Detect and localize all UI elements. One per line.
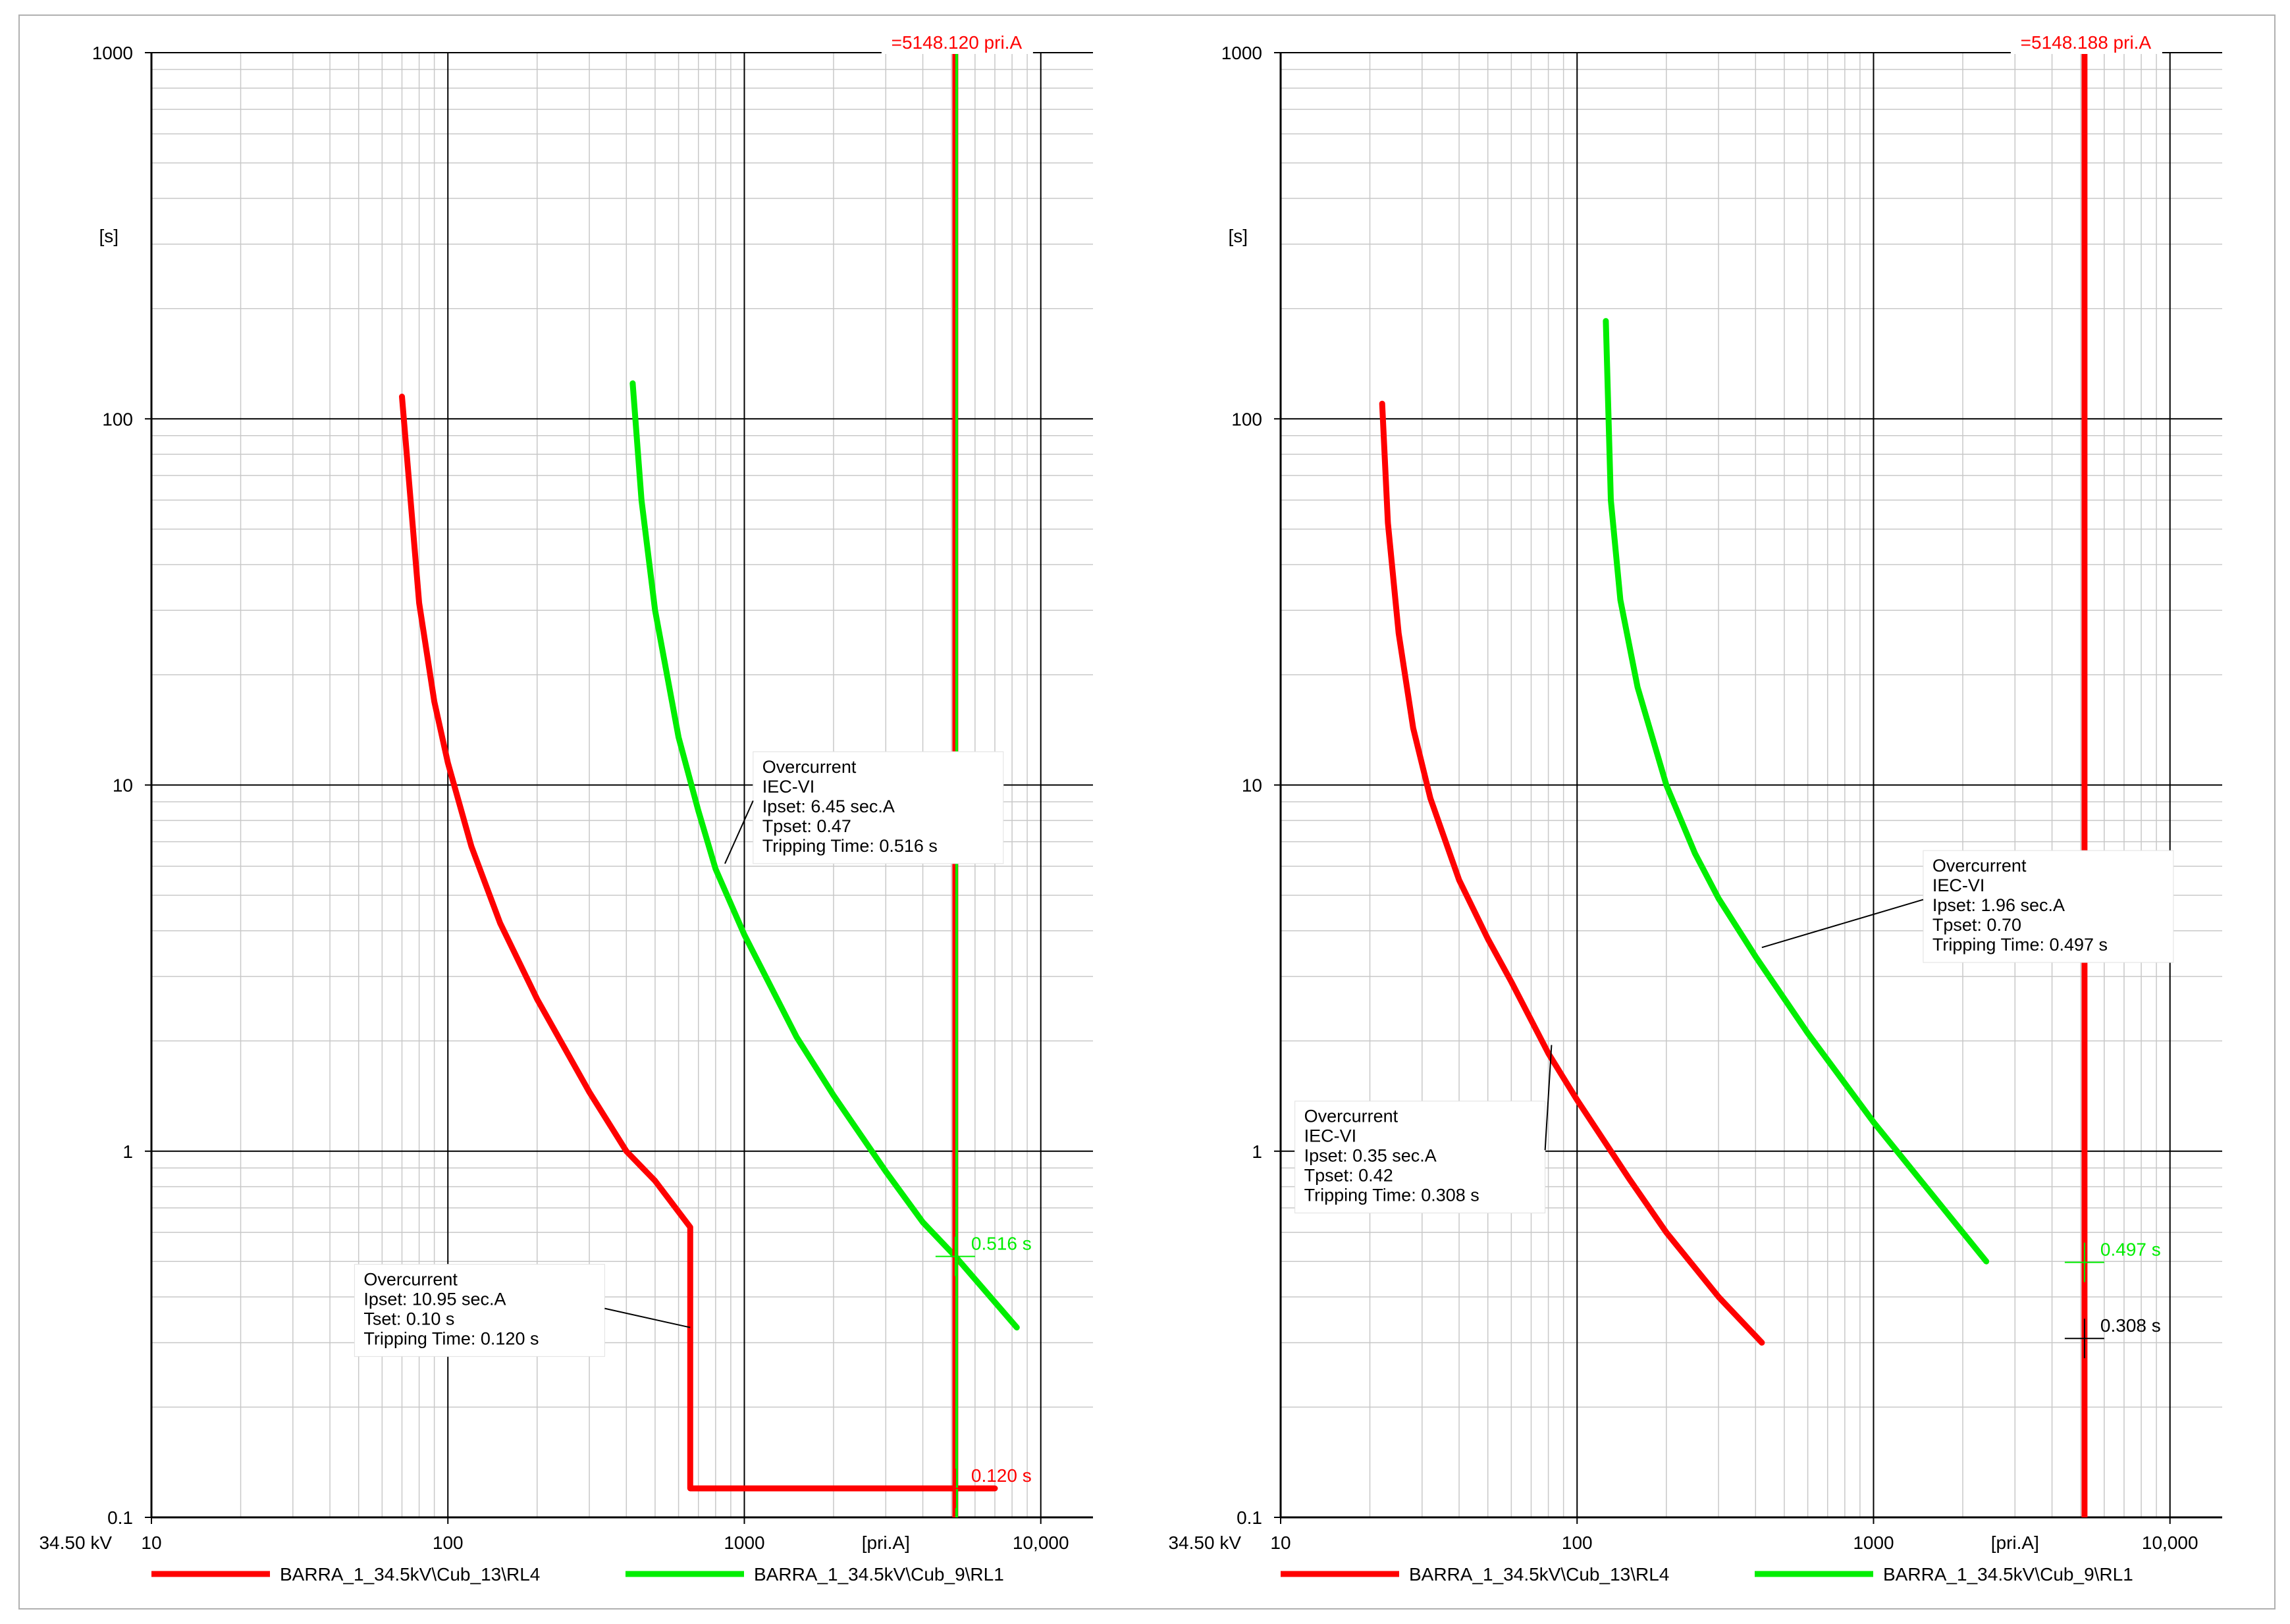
voltage-label: 34.50 kV xyxy=(39,1532,112,1553)
series-curve-1 xyxy=(399,394,998,1492)
annotation-text: Overcurrent xyxy=(1304,1107,1398,1126)
marker-label: 0.308 s xyxy=(2100,1315,2161,1336)
annotation-text: Tripping Time: 0.516 s xyxy=(762,836,938,856)
y-tick-label: 10 xyxy=(1242,775,1262,796)
annotation-text: Tpset: 0.47 xyxy=(762,816,851,836)
annotation-text: Tripping Time: 0.308 s xyxy=(1304,1186,1479,1205)
annotation-text: Overcurrent xyxy=(1932,856,2027,876)
annotation-box xyxy=(1923,850,2174,963)
annotation-leader xyxy=(1544,1045,1553,1151)
annotation-box xyxy=(753,751,1004,864)
y-axis-label: [s] xyxy=(1228,226,1248,246)
x-axis-label: [pri.A] xyxy=(1991,1532,2039,1553)
annotation-text: Tpset: 0.42 xyxy=(1304,1166,1393,1186)
annotation-text: Overcurrent xyxy=(762,757,857,777)
x-axis-label: [pri.A] xyxy=(862,1532,910,1553)
chart-panel-2: 0.1 1 10 100 1000 10 100 1000 10,000 [s] [pri.A] 34… xyxy=(1168,29,2222,1585)
annotation-text: Tset: 0.10 s xyxy=(363,1309,454,1329)
annotation-text: Ipset: 0.35 sec.A xyxy=(1304,1146,1437,1166)
annotation-leader xyxy=(1761,899,1924,949)
annotation-text: Ipset: 1.96 sec.A xyxy=(1932,895,2065,915)
chart-panel-1: 0.1 1 10 100 1000 10 100 1000 10,000 [s] [pri.A] 34… xyxy=(39,29,1093,1585)
x-tick-label: 10 xyxy=(1270,1532,1291,1553)
y-tick-label: 1 xyxy=(122,1141,133,1162)
y-tick-label: 1 xyxy=(1252,1141,1262,1162)
x-tick-label: 10,000 xyxy=(1013,1532,1069,1553)
x-tick-label: 10 xyxy=(141,1532,161,1553)
legend-label: BARRA_1_34.5kV\Cub_9\RL1 xyxy=(1883,1564,2133,1585)
marker-label: 0.497 s xyxy=(2100,1240,2161,1260)
annotation-text: IEC-VI xyxy=(762,777,815,797)
fault-label-background xyxy=(881,29,1033,54)
legend-label: BARRA_1_34.5kV\Cub_9\RL1 xyxy=(754,1564,1004,1585)
fault-label-background xyxy=(2010,29,2162,54)
x-tick-label: 10,000 xyxy=(2142,1532,2198,1553)
y-tick-label: 10 xyxy=(113,775,133,796)
series-curve-1 xyxy=(1379,400,1765,1346)
marker-label: 0.516 s xyxy=(971,1234,1032,1254)
legend-label: BARRA_1_34.5kV\Cub_13\RL4 xyxy=(1409,1564,1669,1585)
annotation-text: Tpset: 0.70 xyxy=(1932,915,2021,935)
annotation-text: Tripping Time: 0.120 s xyxy=(363,1329,539,1349)
x-tick-label: 1000 xyxy=(1853,1532,1894,1553)
x-tick-label: 100 xyxy=(433,1532,464,1553)
legend-label: BARRA_1_34.5kV\Cub_13\RL4 xyxy=(280,1564,540,1585)
annotation-text: IEC-VI xyxy=(1932,876,1985,895)
y-tick-label: 1000 xyxy=(92,43,133,63)
annotation-text: IEC-VI xyxy=(1304,1126,1357,1146)
y-tick-label: 0.1 xyxy=(107,1507,133,1528)
annotation-text: Tripping Time: 0.497 s xyxy=(1932,935,2108,955)
y-tick-label: 1000 xyxy=(1221,43,1262,63)
fault-current-label: =5148.120 pri.A xyxy=(892,32,1023,53)
annotation-box xyxy=(1294,1101,1546,1214)
annotation-text: Overcurrent xyxy=(363,1270,458,1290)
fault-current-label: =5148.188 pri.A xyxy=(2021,32,2152,53)
x-tick-label: 100 xyxy=(1562,1532,1593,1553)
annotation-leader xyxy=(604,1307,691,1328)
annotation-box xyxy=(354,1264,605,1357)
annotation-leader xyxy=(724,800,754,864)
marker-label: 0.120 s xyxy=(971,1465,1032,1486)
voltage-label: 34.50 kV xyxy=(1168,1532,1241,1553)
x-tick-label: 1000 xyxy=(724,1532,764,1553)
series-curve-2 xyxy=(629,380,1020,1331)
y-tick-label: 100 xyxy=(1231,409,1262,429)
y-tick-label: 100 xyxy=(102,409,133,429)
annotation-text: Ipset: 6.45 sec.A xyxy=(762,797,895,816)
y-tick-label: 0.1 xyxy=(1237,1507,1262,1528)
annotation-text: Ipset: 10.95 sec.A xyxy=(363,1290,506,1309)
y-axis-label: [s] xyxy=(99,226,119,246)
grid xyxy=(1280,52,2222,1518)
series-curve-2 xyxy=(1603,318,1990,1265)
